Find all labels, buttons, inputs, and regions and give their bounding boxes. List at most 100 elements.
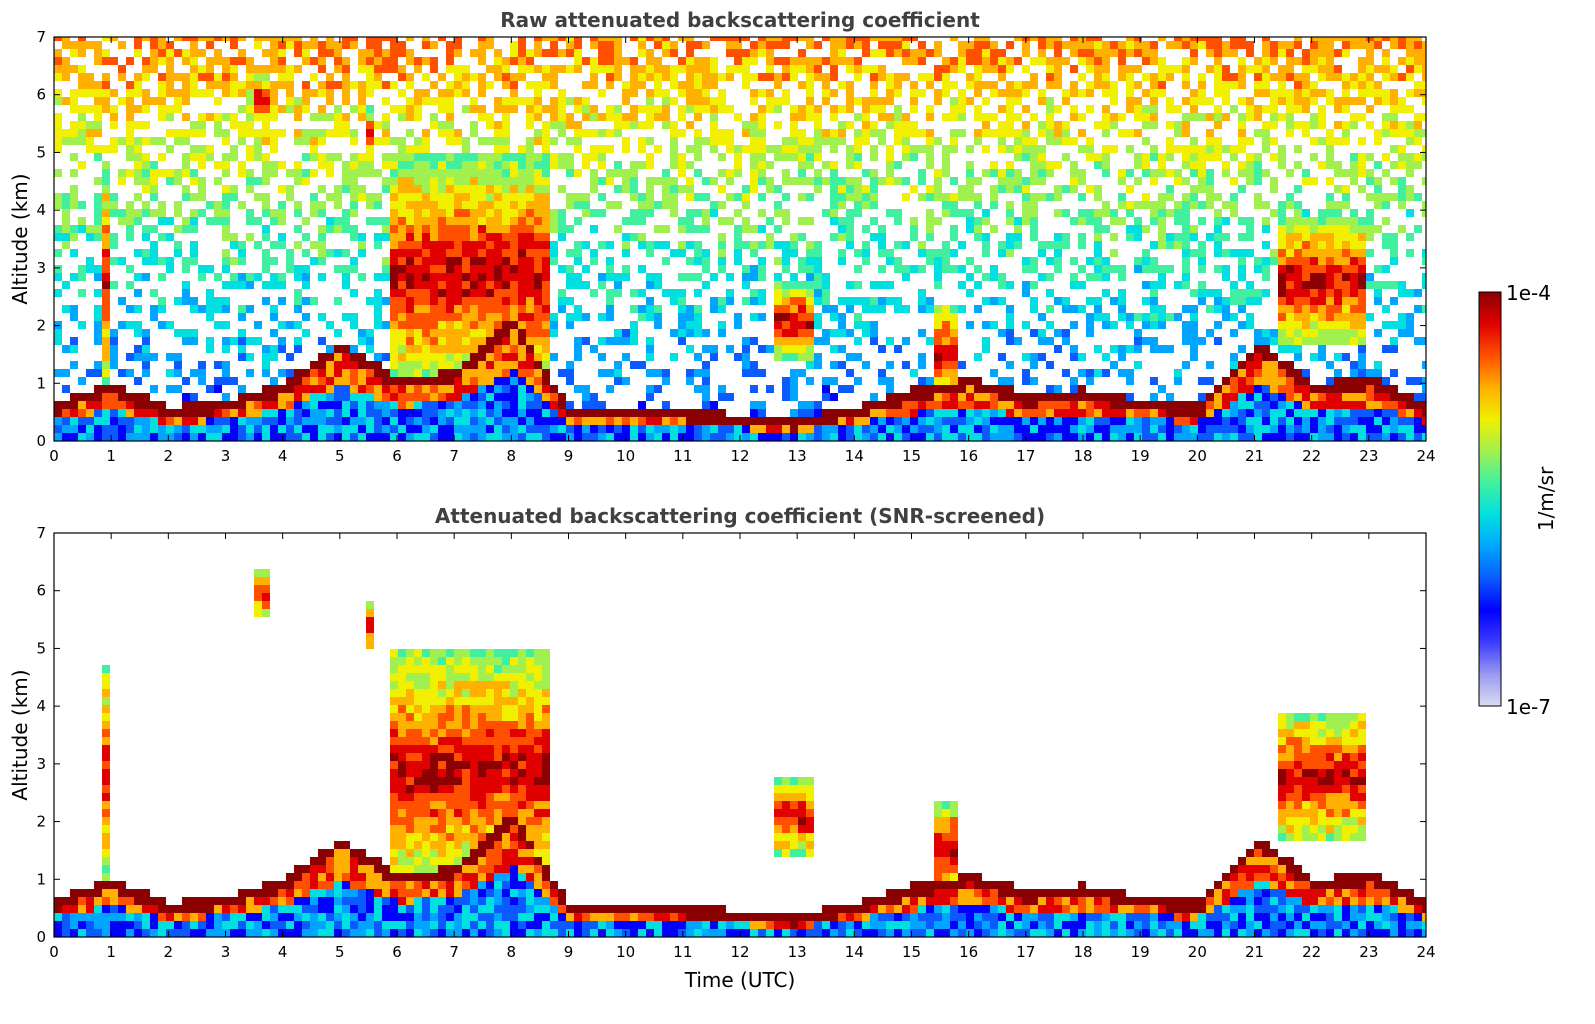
heatmap-cell bbox=[502, 177, 510, 185]
heatmap-cell bbox=[902, 417, 910, 425]
heatmap-cell bbox=[822, 337, 830, 345]
heatmap-cell bbox=[62, 97, 70, 105]
heatmap-cell bbox=[214, 425, 222, 433]
heatmap-cell bbox=[510, 417, 518, 425]
heatmap-cell bbox=[310, 385, 318, 393]
heatmap-cell bbox=[206, 337, 214, 345]
heatmap-cell bbox=[846, 209, 854, 217]
heatmap-cell bbox=[958, 425, 966, 433]
heatmap-cell bbox=[270, 305, 278, 313]
heatmap-cell bbox=[782, 57, 790, 65]
heatmap-cell bbox=[1174, 41, 1182, 49]
heatmap-cell bbox=[694, 193, 702, 201]
heatmap-cell bbox=[918, 361, 926, 369]
heatmap-cell bbox=[934, 345, 942, 353]
heatmap-cell bbox=[174, 49, 182, 57]
heatmap-cell bbox=[1038, 193, 1046, 201]
heatmap-cell bbox=[902, 41, 910, 49]
heatmap-cell bbox=[254, 321, 262, 329]
heatmap-cell bbox=[638, 305, 646, 313]
heatmap-cell bbox=[1270, 153, 1278, 161]
heatmap-cell bbox=[1294, 249, 1302, 257]
heatmap-cell bbox=[558, 153, 566, 161]
heatmap-cell bbox=[990, 161, 998, 169]
heatmap-cell bbox=[1094, 121, 1102, 129]
heatmap-cell bbox=[270, 145, 278, 153]
heatmap-cell bbox=[1166, 41, 1174, 49]
heatmap-cell bbox=[1062, 337, 1070, 345]
heatmap-cell bbox=[998, 73, 1006, 81]
heatmap-cell bbox=[502, 257, 510, 265]
heatmap-cell bbox=[526, 105, 534, 113]
heatmap-cell bbox=[1030, 145, 1038, 153]
heatmap-cell bbox=[1278, 361, 1286, 369]
heatmap-cell bbox=[1006, 401, 1014, 409]
heatmap-cell bbox=[374, 57, 382, 65]
heatmap-cell bbox=[742, 433, 750, 441]
heatmap-cell bbox=[1270, 337, 1278, 345]
heatmap-cell bbox=[1118, 41, 1126, 49]
heatmap-cell bbox=[1142, 249, 1150, 257]
heatmap-cell bbox=[1254, 57, 1262, 65]
heatmap-cell bbox=[462, 425, 470, 433]
heatmap-cell bbox=[502, 121, 510, 129]
heatmap-cell bbox=[854, 321, 862, 329]
heatmap-cell bbox=[1206, 177, 1214, 185]
heatmap-cell bbox=[702, 97, 710, 105]
heatmap-cell bbox=[542, 233, 550, 241]
heatmap-cell bbox=[438, 37, 446, 41]
heatmap-cell bbox=[846, 97, 854, 105]
heatmap-cell bbox=[1006, 393, 1014, 401]
heatmap-cell bbox=[806, 105, 814, 113]
heatmap-cell bbox=[710, 81, 718, 89]
heatmap-cell bbox=[534, 185, 542, 193]
heatmap-cell bbox=[622, 89, 630, 97]
heatmap-cell bbox=[118, 401, 126, 409]
heatmap-cell bbox=[1102, 401, 1110, 409]
heatmap-cell bbox=[398, 225, 406, 233]
heatmap-cell bbox=[510, 161, 518, 169]
heatmap-cell bbox=[350, 369, 358, 377]
heatmap-cell bbox=[846, 233, 854, 241]
heatmap-cell bbox=[1094, 217, 1102, 225]
heatmap-cell bbox=[206, 57, 214, 65]
heatmap-cell bbox=[398, 409, 406, 417]
heatmap-cell bbox=[174, 425, 182, 433]
heatmap-cell bbox=[1222, 217, 1230, 225]
heatmap-cell bbox=[1294, 241, 1302, 249]
heatmap-cell bbox=[774, 297, 782, 305]
heatmap-cell bbox=[526, 177, 534, 185]
heatmap-cell bbox=[1310, 49, 1318, 57]
heatmap-cell bbox=[846, 329, 854, 337]
heatmap-cell bbox=[414, 369, 422, 377]
heatmap-cell bbox=[574, 345, 582, 353]
heatmap-cell bbox=[670, 329, 678, 337]
heatmap-cell bbox=[78, 377, 86, 385]
heatmap-cell bbox=[222, 361, 230, 369]
heatmap-cell bbox=[814, 113, 822, 121]
heatmap-cell bbox=[198, 65, 206, 73]
heatmap-cell bbox=[502, 145, 510, 153]
heatmap-cell bbox=[350, 289, 358, 297]
heatmap-cell bbox=[174, 225, 182, 233]
heatmap-cell bbox=[854, 201, 862, 209]
heatmap-cell bbox=[1238, 425, 1246, 433]
heatmap-cell bbox=[758, 161, 766, 169]
heatmap-cell bbox=[550, 329, 558, 337]
heatmap-cell bbox=[1238, 73, 1246, 81]
heatmap-cell bbox=[406, 161, 414, 169]
heatmap-cell bbox=[1046, 337, 1054, 345]
heatmap-cell bbox=[758, 225, 766, 233]
heatmap-cell bbox=[590, 145, 598, 153]
heatmap-cell bbox=[974, 353, 982, 361]
heatmap-cell bbox=[1302, 433, 1310, 441]
heatmap-cell bbox=[1118, 65, 1126, 73]
heatmap-cell bbox=[950, 265, 958, 273]
heatmap-cell bbox=[206, 409, 214, 417]
heatmap-cell bbox=[678, 105, 686, 113]
heatmap-cell bbox=[446, 361, 454, 369]
heatmap-cell bbox=[942, 425, 950, 433]
heatmap-cell bbox=[510, 177, 518, 185]
heatmap-cell bbox=[758, 193, 766, 201]
heatmap-cell bbox=[494, 225, 502, 233]
